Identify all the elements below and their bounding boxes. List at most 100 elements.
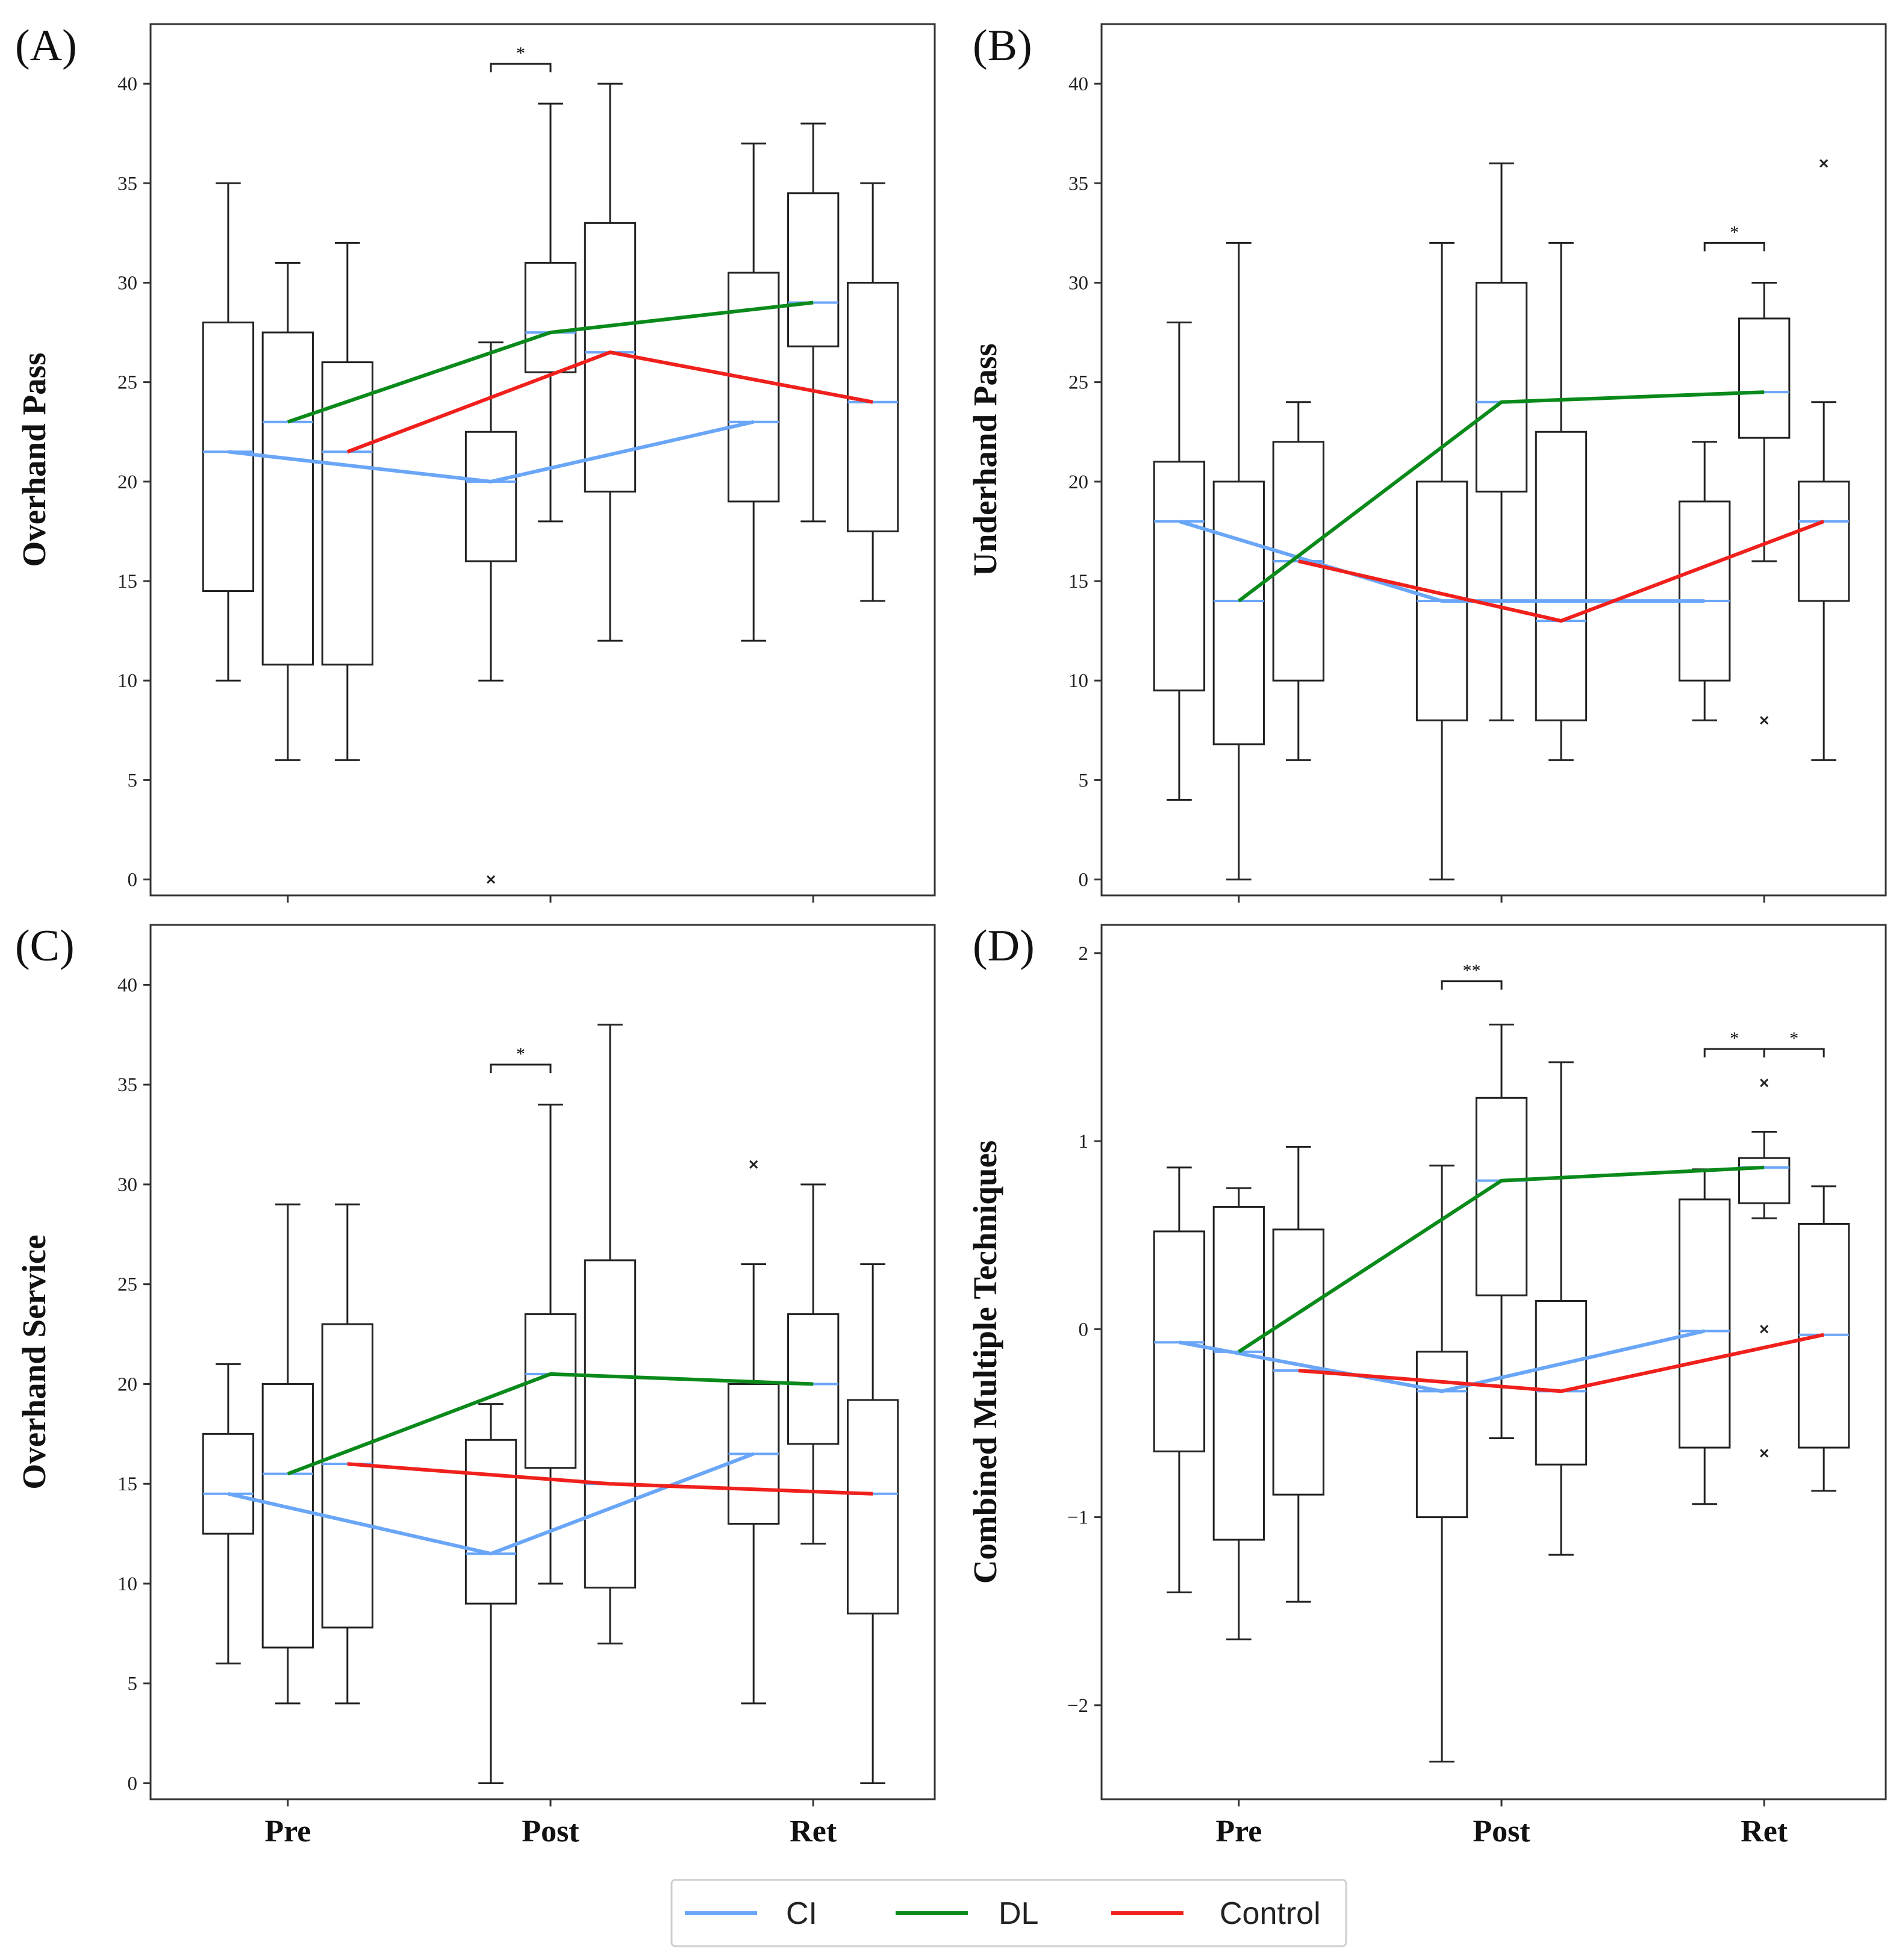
panel-d-line-control xyxy=(1298,1333,1824,1393)
panel-d-box-ret-ci-iqr xyxy=(1679,1198,1731,1449)
panel-b-ytick-label: 0 xyxy=(1079,870,1089,891)
panel-b-ytick-label: 25 xyxy=(1068,372,1088,394)
panel-d-box-ret-dl-iqr xyxy=(1738,1157,1791,1204)
legend-item-dl: DL xyxy=(896,1896,1038,1931)
panel-c-box-pre-ci xyxy=(202,1363,255,1665)
panel-b-significance-ret-ci-dl: * xyxy=(1703,222,1765,252)
panel-b-axes-frame xyxy=(1100,23,1887,897)
legend-frame xyxy=(670,1879,1347,1947)
panel-d-significance-post-ci-dl-bracket xyxy=(1441,980,1503,990)
panel-d-label: (D) xyxy=(973,921,1035,971)
panel-a-axes-frame xyxy=(149,23,936,897)
panel-a-box-pre-dl-iqr xyxy=(261,331,314,666)
panel-c-line-control xyxy=(347,1462,873,1496)
panel-a-ytick-label: 10 xyxy=(117,670,137,692)
panel-c-ytick-label: 20 xyxy=(117,1374,137,1395)
panel-c-significance-post-ci-dl-label: * xyxy=(516,1044,525,1064)
panel-a-ytick-label: 5 xyxy=(128,770,138,791)
panel-b-box-ret-dl-flier-stroke xyxy=(1760,716,1769,725)
panel-b-box-pre-dl xyxy=(1212,241,1265,881)
panel-b-box-ret-dl-iqr xyxy=(1738,317,1791,439)
panel-b-significance-ret-ci-dl-bracket xyxy=(1703,241,1765,252)
panel-a-ytick-label: 40 xyxy=(117,73,137,95)
panel-d-significance-post-ci-dl: ** xyxy=(1441,961,1503,990)
panel-d-ylabel: Combined Multiple Techniques xyxy=(967,1140,1003,1584)
legend-label-dl: DL xyxy=(999,1896,1038,1931)
panel-d-box-ret-dl-flier-stroke xyxy=(1760,1078,1769,1087)
panel-a-box-post-dl-iqr xyxy=(524,261,577,373)
panel-c-box-pre-dl xyxy=(261,1203,314,1705)
panel-c-box-ret-ci xyxy=(728,1160,780,1705)
panel-a-significance-post-ci-dl: * xyxy=(490,43,552,73)
panel-d-box-ret-dl-flier xyxy=(1760,1449,1769,1458)
panel-d-box-post-control-iqr xyxy=(1535,1300,1588,1466)
panel-d-xtick-label-pre: Pre xyxy=(1215,1814,1262,1849)
panel-d-significance-post-ci-dl-label: ** xyxy=(1463,961,1481,981)
panel-a-box-post-ci-flier xyxy=(487,875,496,884)
panel-a: (A) 0 5 10 15 20 25 30 35 40 Overhand Pass * xyxy=(15,21,936,903)
panel-a-box-ret-dl xyxy=(787,122,840,523)
panel-d-xtick-label-ret: Ret xyxy=(1741,1814,1788,1849)
panel-d-box-post-ci-iqr xyxy=(1415,1351,1468,1519)
panel-d-significance-ret-dl-control-bracket xyxy=(1763,1048,1825,1058)
panel-b-box-ret-control-flier-stroke xyxy=(1819,159,1829,168)
panel-c-box-post-dl-iqr xyxy=(524,1313,577,1469)
panel-a-box-ret-ci xyxy=(728,142,780,642)
panel-b-box-pre-dl-iqr xyxy=(1212,481,1265,745)
panel-c-ytick-label: 10 xyxy=(117,1573,137,1595)
panel-d-xtick-label-post: Post xyxy=(1473,1814,1530,1849)
panel-c-box-ret-dl-iqr xyxy=(787,1313,840,1445)
panel-d-box-ret-dl-flier xyxy=(1760,1325,1769,1334)
panel-a-line-ci xyxy=(228,420,754,484)
panel-c-box-pre-ci-iqr xyxy=(202,1433,255,1535)
panel-c-axes-frame xyxy=(149,924,936,1800)
panel-b-ylabel: Underhand Pass xyxy=(967,343,1003,576)
panel-b-box-post-control-iqr xyxy=(1535,431,1588,721)
panel-a-box-ret-control xyxy=(846,182,899,602)
panel-c-box-post-control-iqr xyxy=(584,1259,637,1589)
panel-d-box-post-ci xyxy=(1415,1165,1468,1763)
panel-c-xtick-label-pre: Pre xyxy=(264,1814,311,1849)
panel-c-box-pre-control-iqr xyxy=(321,1323,373,1629)
panel-b-box-pre-ci-iqr xyxy=(1153,461,1206,692)
panel-c-significance-post-ci-dl: * xyxy=(490,1044,552,1074)
panel-b-ytick-label: 5 xyxy=(1079,770,1089,791)
panel-b-ytick-label: 35 xyxy=(1068,173,1088,194)
panel-a-line-control xyxy=(346,350,873,454)
panel-d-box-ret-control xyxy=(1797,1185,1850,1492)
panel-d: (D) −2 −1 0 1 2 Pre Post Ret Combined Multiple Te… xyxy=(967,921,1887,1849)
panel-a-line-dl xyxy=(287,300,814,424)
panel-d-box-pre-control xyxy=(1272,1145,1324,1603)
panel-c-box-pre-dl-iqr xyxy=(261,1383,314,1649)
panel-b-box-ret-control xyxy=(1797,159,1850,761)
panel-a-box-pre-control-iqr xyxy=(321,361,373,666)
legend: CI DL Control xyxy=(670,1879,1347,1947)
panel-c-significance-post-ci-dl-bracket xyxy=(490,1063,552,1074)
legend-label-ci: CI xyxy=(786,1896,817,1931)
panel-b-box-ret-control-iqr xyxy=(1797,481,1850,602)
panel-a-ytick-label: 25 xyxy=(117,372,137,394)
panel-b-ytick-label: 10 xyxy=(1068,670,1088,692)
panel-c: (C) 0 5 10 15 20 25 30 35 40 Pre Post Ret Overhand Se… xyxy=(15,921,936,1849)
panel-d-line-ci xyxy=(1179,1329,1705,1393)
panel-a-ytick-label: 20 xyxy=(117,471,137,493)
panel-d-ytick-label: 0 xyxy=(1079,1319,1089,1340)
panel-b-ytick-label: 30 xyxy=(1068,272,1088,294)
panel-d-significance-ret-ci-dl-label: * xyxy=(1730,1028,1739,1048)
panel-a-ytick-label: 30 xyxy=(117,272,137,294)
legend-label-control: Control xyxy=(1220,1896,1321,1931)
panel-a-ytick-label: 0 xyxy=(128,870,138,891)
panel-a-box-ret-dl-iqr xyxy=(787,192,840,347)
panel-a-box-ret-control-iqr xyxy=(846,281,899,532)
panel-b-box-ret-control-flier xyxy=(1819,159,1829,168)
panel-a-ylabel: Overhand Pass xyxy=(16,352,52,567)
panel-d-significance-ret-dl-control: * xyxy=(1763,1028,1825,1058)
panel-a-box-pre-dl xyxy=(261,261,314,761)
panel-c-ytick-label: 0 xyxy=(128,1773,138,1794)
panel-c-ytick-label: 5 xyxy=(128,1673,138,1695)
panel-b-significance-ret-ci-dl-label: * xyxy=(1730,222,1739,242)
panel-a-box-pre-ci xyxy=(202,182,255,682)
panel-d-box-pre-control-iqr xyxy=(1272,1228,1324,1496)
panel-b-ytick-label: 40 xyxy=(1068,73,1088,95)
